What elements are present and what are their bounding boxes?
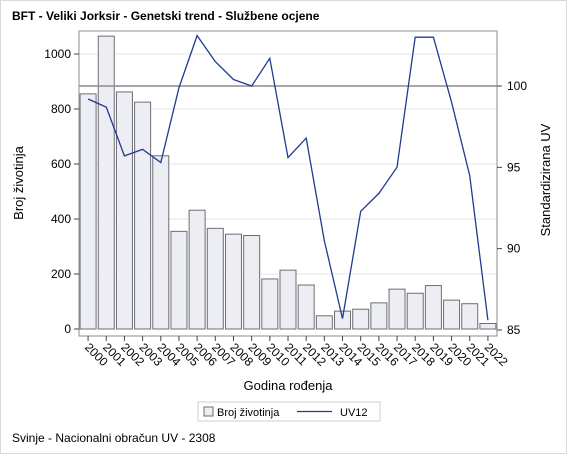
bar — [443, 299, 461, 330]
footnote: Svinje - Nacionalni obračun UV - 2308 — [12, 431, 216, 445]
bar — [297, 284, 315, 330]
bar — [279, 269, 297, 330]
y-tick-label: 800 — [51, 102, 71, 116]
legend-label-line: UV12 — [340, 407, 368, 419]
legend-box — [197, 401, 381, 422]
bar — [152, 155, 170, 330]
y-tick-label: 1000 — [44, 47, 71, 61]
bar — [79, 93, 97, 330]
y2-axis-title: Standardizirana UV — [538, 123, 553, 236]
bar — [206, 227, 224, 330]
bar — [188, 209, 206, 330]
chart-title: BFT - Veliki Jorksir - Genetski trend - … — [12, 9, 320, 23]
bar — [97, 35, 115, 330]
bar — [315, 315, 333, 330]
bar — [424, 285, 442, 330]
bar — [352, 308, 370, 330]
bar — [170, 230, 188, 330]
bar — [261, 278, 279, 330]
y2-tick-label: 85 — [507, 323, 521, 337]
y2-tick-label: 100 — [507, 79, 527, 93]
bar — [115, 91, 133, 330]
series-line-uv12 — [87, 34, 489, 321]
y2-tick-label: 90 — [507, 242, 521, 256]
y-tick-label: 0 — [64, 322, 71, 336]
y2-tick-label: 95 — [507, 160, 521, 174]
bar — [461, 303, 479, 330]
y-tick-label: 200 — [51, 267, 71, 281]
bar — [224, 233, 242, 330]
bar — [370, 302, 388, 330]
bar — [479, 323, 497, 330]
bar — [243, 235, 261, 330]
bar — [406, 292, 424, 330]
legend-swatch-bar — [203, 406, 214, 417]
y-tick-label: 600 — [51, 157, 71, 171]
bar — [334, 310, 352, 330]
bar — [134, 101, 152, 330]
legend-label-bar: Broj životinja — [217, 407, 280, 419]
y-axis-title: Broj životinja — [11, 145, 26, 219]
y-tick-label: 400 — [51, 212, 71, 226]
x-axis-title: Godina rođenja — [244, 378, 334, 393]
bar — [388, 288, 406, 330]
